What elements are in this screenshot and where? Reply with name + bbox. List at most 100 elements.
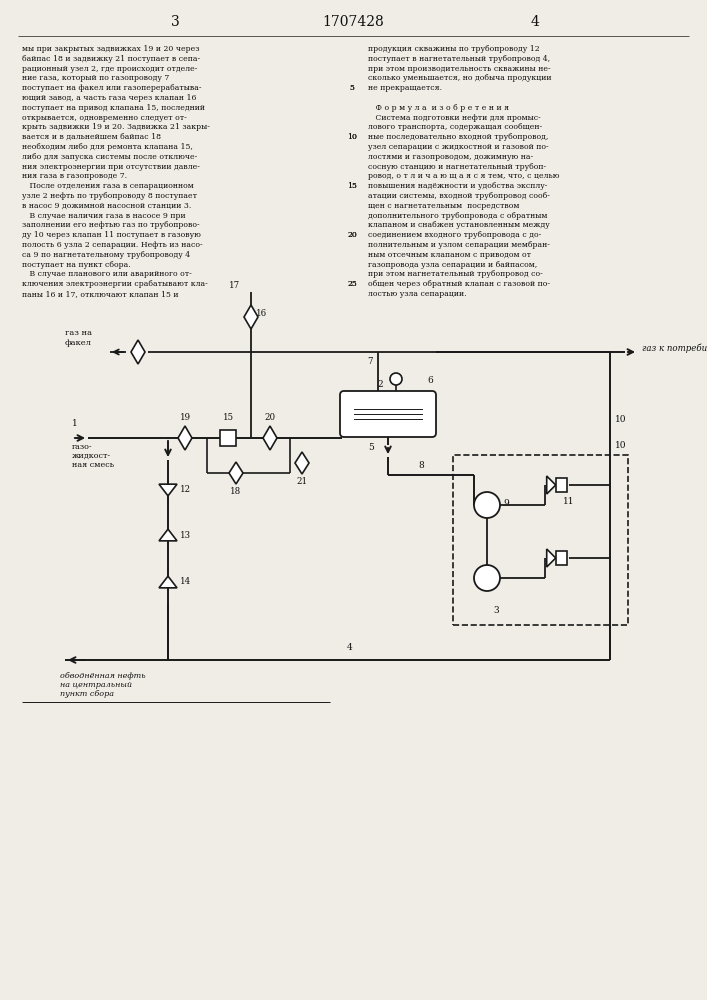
Bar	[556, 551, 566, 565]
Text: поступает на пункт сбора.: поступает на пункт сбора.	[22, 261, 131, 269]
Text: щен с нагнетательным  посредством: щен с нагнетательным посредством	[368, 202, 520, 210]
Text: поступает на привод клапана 15, последний: поступает на привод клапана 15, последни…	[22, 104, 205, 112]
Text: поступает в нагнетательный трубопровод 4,: поступает в нагнетательный трубопровод 4…	[368, 55, 550, 63]
Text: полость 6 узла 2 сепарации. Нефть из насо-: полость 6 узла 2 сепарации. Нефть из нас…	[22, 241, 203, 249]
Text: 8: 8	[418, 461, 423, 470]
Text: 6: 6	[427, 376, 433, 385]
Text: 10: 10	[347, 133, 357, 141]
Polygon shape	[547, 476, 556, 494]
Text: не прекращается.: не прекращается.	[368, 84, 442, 92]
Text: 5: 5	[368, 442, 374, 452]
Text: поступает на факел или газоперерабатыва-: поступает на факел или газоперерабатыва-	[22, 84, 201, 92]
Text: ние газа, который по газопроводу 7: ние газа, который по газопроводу 7	[22, 74, 169, 82]
Text: при этом нагнетательный трубопровод со-: при этом нагнетательный трубопровод со-	[368, 270, 543, 278]
Text: ния электроэнергии при отсутствии давле-: ния электроэнергии при отсутствии давле-	[22, 163, 200, 171]
Text: ния газа в газопроводе 7.: ния газа в газопроводе 7.	[22, 172, 127, 180]
Text: 3: 3	[493, 606, 498, 615]
Polygon shape	[131, 340, 145, 364]
Text: сосную станцию и нагнетательный трубоп-: сосную станцию и нагнетательный трубоп-	[368, 163, 546, 171]
Text: мы при закрытых задвижках 19 и 20 через: мы при закрытых задвижках 19 и 20 через	[22, 45, 199, 53]
Text: са 9 по нагнетательному трубопроводу 4: са 9 по нагнетательному трубопроводу 4	[22, 251, 190, 259]
Text: 12: 12	[180, 486, 191, 494]
Text: 14: 14	[180, 578, 191, 586]
Text: дополнительного трубопровода с обратным: дополнительного трубопровода с обратным	[368, 212, 547, 220]
Text: обводнённая нефть
на центральный
пункт сбора: обводнённая нефть на центральный пункт с…	[60, 672, 146, 698]
Text: крыть задвижки 19 и 20. Задвижка 21 закры-: крыть задвижки 19 и 20. Задвижка 21 закр…	[22, 123, 210, 131]
Text: необходим либо для ремонта клапана 15,: необходим либо для ремонта клапана 15,	[22, 143, 193, 151]
Text: 16: 16	[256, 310, 267, 318]
Text: 9: 9	[503, 498, 509, 508]
Circle shape	[474, 565, 500, 591]
Text: 10: 10	[347, 133, 357, 141]
Bar	[556, 478, 566, 492]
Text: лостями и газопроводом, дожимную на-: лостями и газопроводом, дожимную на-	[368, 153, 533, 161]
Text: После отделения газа в сепарационном: После отделения газа в сепарационном	[22, 182, 194, 190]
Text: узле 2 нефть по трубопроводу 8 поступает: узле 2 нефть по трубопроводу 8 поступает	[22, 192, 197, 200]
Text: 10: 10	[615, 414, 626, 424]
Polygon shape	[229, 462, 243, 484]
Text: ные последовательно входной трубопровод,: ные последовательно входной трубопровод,	[368, 133, 549, 141]
Text: 18: 18	[230, 487, 242, 496]
Text: повышения надёжности и удобства эксплу-: повышения надёжности и удобства эксплу-	[368, 182, 547, 190]
Polygon shape	[178, 426, 192, 450]
Text: В случае планового или аварийного от-: В случае планового или аварийного от-	[22, 270, 192, 278]
Text: 19: 19	[180, 413, 191, 422]
Text: 15: 15	[347, 182, 357, 190]
Text: ным отсечным клапаном с приводом от: ным отсечным клапаном с приводом от	[368, 251, 531, 259]
Text: продукция скважины по трубопроводу 12: продукция скважины по трубопроводу 12	[368, 45, 539, 53]
FancyBboxPatch shape	[340, 391, 436, 437]
Polygon shape	[547, 549, 556, 567]
Text: 1707428: 1707428	[322, 15, 384, 29]
Polygon shape	[159, 529, 177, 541]
Circle shape	[390, 373, 402, 385]
Text: ключения электроэнергии срабатывают кла-: ключения электроэнергии срабатывают кла-	[22, 280, 208, 288]
Text: либо для запуска системы после отключе-: либо для запуска системы после отключе-	[22, 153, 197, 161]
Text: клапаном и снабжен установленным между: клапаном и снабжен установленным между	[368, 221, 550, 229]
Text: 5: 5	[349, 84, 354, 92]
Polygon shape	[295, 452, 309, 474]
Text: в насос 9 дожимной насосной станции 3.: в насос 9 дожимной насосной станции 3.	[22, 202, 192, 210]
Text: газ на
факел: газ на факел	[65, 329, 92, 347]
Text: заполнении его нефтью газ по трубопрово-: заполнении его нефтью газ по трубопрово-	[22, 221, 199, 229]
Text: общен через обратный клапан с газовой по-: общен через обратный клапан с газовой по…	[368, 280, 550, 288]
Text: рационный узел 2, где происходит отделе-: рационный узел 2, где происходит отделе-	[22, 65, 197, 73]
Text: Система подготовки нефти для промыс-: Система подготовки нефти для промыс-	[368, 114, 541, 122]
Text: 2: 2	[378, 380, 382, 389]
Text: 4: 4	[347, 643, 353, 652]
Text: В случае наличия газа в насосе 9 при: В случае наличия газа в насосе 9 при	[22, 212, 186, 220]
Text: 17: 17	[229, 281, 240, 290]
Bar	[453, 455, 628, 625]
Text: 25: 25	[347, 280, 357, 288]
Text: 7: 7	[367, 357, 373, 366]
Circle shape	[474, 492, 500, 518]
Text: 15: 15	[223, 413, 233, 422]
Text: узел сепарации с жидкостной и газовой по-: узел сепарации с жидкостной и газовой по…	[368, 143, 549, 151]
Text: 10: 10	[615, 440, 626, 450]
Text: 15: 15	[347, 182, 357, 190]
Text: соединением входного трубопровода с до-: соединением входного трубопровода с до-	[368, 231, 542, 239]
Text: лостью узла сепарации.: лостью узла сепарации.	[368, 290, 467, 298]
Text: сколько уменьшается, но добыча продукции: сколько уменьшается, но добыча продукции	[368, 74, 551, 82]
Text: при этом производительность скважины не-: при этом производительность скважины не-	[368, 65, 551, 73]
Text: паны 16 и 17, отключают клапан 15 и: паны 16 и 17, отключают клапан 15 и	[22, 290, 178, 298]
Polygon shape	[263, 426, 277, 450]
Text: лового транспорта, содержащая сообщен-: лового транспорта, содержащая сообщен-	[368, 123, 542, 131]
Text: 4: 4	[530, 15, 539, 29]
Text: вается и в дальнейшем байпас 18: вается и в дальнейшем байпас 18	[22, 133, 161, 141]
Polygon shape	[159, 576, 177, 588]
Text: ду 10 через клапан 11 поступает в газовую: ду 10 через клапан 11 поступает в газову…	[22, 231, 201, 239]
Text: 11: 11	[563, 497, 575, 506]
Text: байпас 18 и задвижку 21 поступает в сепа-: байпас 18 и задвижку 21 поступает в сепа…	[22, 55, 200, 63]
Text: Ф о р м у л а  и з о б р е т е н и я: Ф о р м у л а и з о б р е т е н и я	[368, 104, 509, 112]
Text: 5: 5	[349, 84, 354, 92]
Text: газо-
жидкост-
ная смесь: газо- жидкост- ная смесь	[72, 443, 114, 469]
Text: атации системы, входной трубопровод сооб-: атации системы, входной трубопровод сооб…	[368, 192, 550, 200]
Text: газопровода узла сепарации и байпасом,: газопровода узла сепарации и байпасом,	[368, 261, 537, 269]
Text: 13: 13	[180, 530, 191, 540]
Bar	[220, 430, 236, 446]
Text: 3: 3	[170, 15, 180, 29]
Text: ровод, о т л и ч а ю щ а я с я тем, что, с целью: ровод, о т л и ч а ю щ а я с я тем, что,…	[368, 172, 559, 180]
Polygon shape	[244, 305, 258, 329]
Text: открывается, одновременно следует от-: открывается, одновременно следует от-	[22, 114, 187, 122]
Text: 20: 20	[347, 231, 357, 239]
